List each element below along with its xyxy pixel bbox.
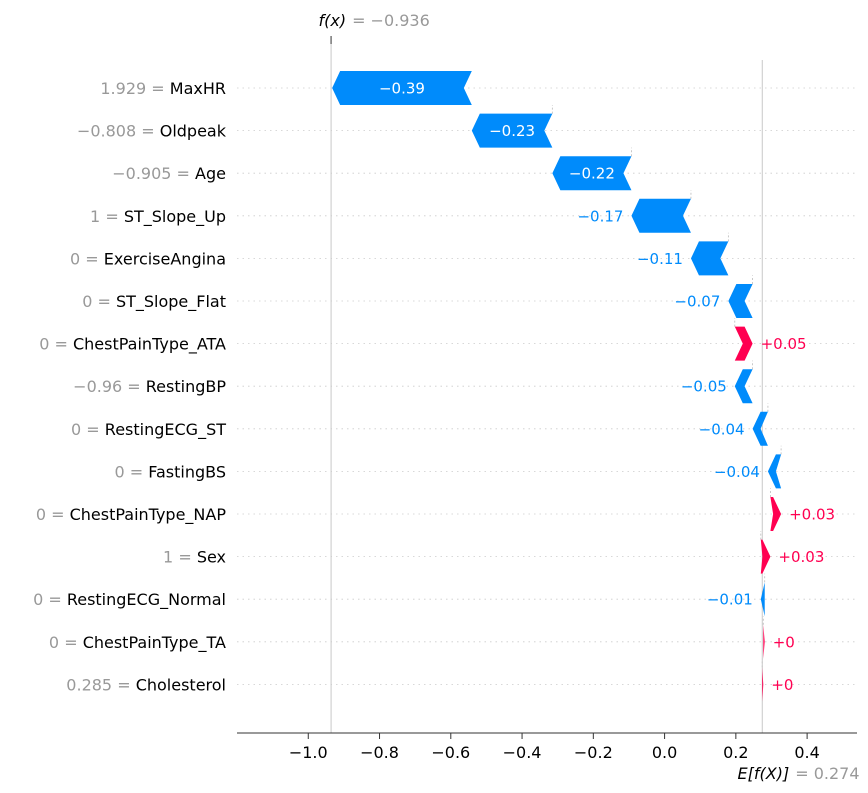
- x-tick-label: 0.4: [794, 743, 819, 762]
- shap-bar: [734, 369, 753, 404]
- feature-value: 0 =: [33, 590, 67, 609]
- shap-bar: [332, 71, 472, 105]
- feature-name: ChestPainType_NAP: [70, 505, 227, 525]
- shap-value-label: −0.22: [569, 165, 615, 183]
- efx-label: E[f(X)]: [738, 764, 790, 783]
- feature-value: −0.905 =: [112, 164, 195, 183]
- shap-bar: [770, 497, 782, 531]
- feature-label: 1 = ST_Slope_Up: [90, 207, 226, 227]
- feature-name: ExerciseAngina: [104, 249, 226, 268]
- shap-bar: [631, 198, 691, 233]
- feature-label: 0 = FastingBS: [114, 462, 226, 481]
- shap-value-label: −0.39: [379, 80, 425, 98]
- feature-label: 0 = ExerciseAngina: [70, 249, 226, 268]
- feature-value: 0 =: [71, 420, 105, 439]
- x-tick-label: −1.0: [289, 743, 328, 762]
- x-tick-label: −0.8: [360, 743, 399, 762]
- shap-value-label: −0.11: [637, 250, 683, 268]
- shap-bar: [734, 326, 753, 361]
- shap-bar: [471, 113, 553, 148]
- feature-name: ST_Slope_Flat: [116, 292, 226, 312]
- grid-lines: [237, 36, 857, 733]
- feature-value: 0 =: [114, 462, 148, 481]
- shap-bar: [760, 539, 771, 574]
- feature-name: RestingECG_Normal: [67, 590, 226, 610]
- feature-value: 0 =: [39, 335, 73, 354]
- shap-bar: [763, 624, 765, 659]
- shap-value-label: +0.05: [761, 335, 807, 353]
- shap-bar: [762, 667, 764, 702]
- feature-labels: −0.391.929 = MaxHR−0.23−0.808 = Oldpeak−…: [33, 79, 835, 694]
- feature-value: −0.808 =: [77, 122, 160, 141]
- feature-value: 0 =: [70, 249, 104, 268]
- shap-value-label: −0.04: [699, 420, 745, 438]
- feature-name: MaxHR: [170, 79, 226, 98]
- shap-value-label: +0.03: [789, 506, 835, 524]
- feature-label: 0 = RestingECG_ST: [71, 420, 226, 440]
- feature-name: Sex: [197, 548, 226, 567]
- feature-label: −0.905 = Age: [112, 164, 226, 183]
- shap-value-label: −0.07: [674, 293, 720, 311]
- feature-value: 1.929 =: [100, 79, 169, 98]
- shap-value-label: +0.03: [778, 548, 824, 566]
- feature-label: 1.929 = MaxHR: [100, 79, 226, 98]
- efx-footer: E[f(X)] = 0.274: [738, 764, 860, 783]
- efx-value: = 0.274: [795, 764, 859, 783]
- feature-label: 0 = ChestPainType_NAP: [36, 505, 227, 525]
- shap-value-label: −0.04: [714, 463, 760, 481]
- feature-label: −0.808 = Oldpeak: [77, 122, 227, 141]
- fx-header: f(x) = −0.936: [318, 11, 429, 30]
- feature-label: 1 = Sex: [163, 548, 226, 567]
- shap-value-label: −0.23: [489, 122, 535, 140]
- shap-value-label: −0.05: [681, 378, 727, 396]
- shap-bar: [760, 582, 765, 617]
- feature-name: Oldpeak: [160, 122, 227, 141]
- shap-bar: [552, 156, 632, 191]
- shap-bar: [690, 241, 729, 276]
- x-tick-label: 0.0: [652, 743, 677, 762]
- feature-name: RestingECG_ST: [105, 420, 226, 440]
- feature-value: 0 =: [82, 292, 116, 311]
- shap-value-label: −0.17: [577, 207, 623, 225]
- feature-label: −0.96 = RestingBP: [73, 377, 226, 396]
- feature-name: ST_Slope_Up: [124, 207, 226, 227]
- shap-bar: [752, 411, 768, 446]
- x-tick-label: −0.2: [574, 743, 613, 762]
- feature-name: RestingBP: [146, 377, 227, 396]
- x-axis: −1.0 −0.8 −0.6 −0.4 −0.2 0.0 0.2 0.4: [237, 732, 857, 762]
- bars: [332, 71, 782, 702]
- x-tick-label: −0.6: [431, 743, 470, 762]
- feature-name: ChestPainType_TA: [83, 633, 226, 653]
- feature-value: 0 =: [36, 505, 70, 524]
- feature-name: ChestPainType_ATA: [73, 335, 226, 355]
- feature-label: 0 = ChestPainType_ATA: [39, 335, 226, 355]
- shap-value-label: +0: [773, 633, 795, 651]
- feature-label: 0 = ST_Slope_Flat: [82, 292, 226, 312]
- x-tick-label: −0.4: [503, 743, 542, 762]
- feature-value: −0.96 =: [73, 377, 146, 396]
- feature-value: 1 =: [163, 548, 197, 567]
- feature-label: 0 = ChestPainType_TA: [49, 633, 226, 653]
- shap-value-label: +0: [771, 676, 793, 694]
- feature-label: 0 = RestingECG_Normal: [33, 590, 226, 610]
- fx-value: = −0.936: [352, 11, 430, 30]
- shap-value-label: −0.01: [707, 591, 753, 609]
- x-tick-label: 0.2: [723, 743, 748, 762]
- feature-value: 0.285 =: [66, 675, 135, 694]
- shap-bar: [767, 454, 782, 489]
- fx-label: f(x): [318, 11, 346, 30]
- shap-bar: [728, 284, 753, 318]
- feature-name: Cholesterol: [136, 675, 226, 694]
- feature-value: 0 =: [49, 633, 83, 652]
- feature-name: Age: [195, 164, 226, 183]
- feature-name: FastingBS: [148, 462, 226, 481]
- feature-label: 0.285 = Cholesterol: [66, 675, 226, 694]
- feature-value: 1 =: [90, 207, 124, 226]
